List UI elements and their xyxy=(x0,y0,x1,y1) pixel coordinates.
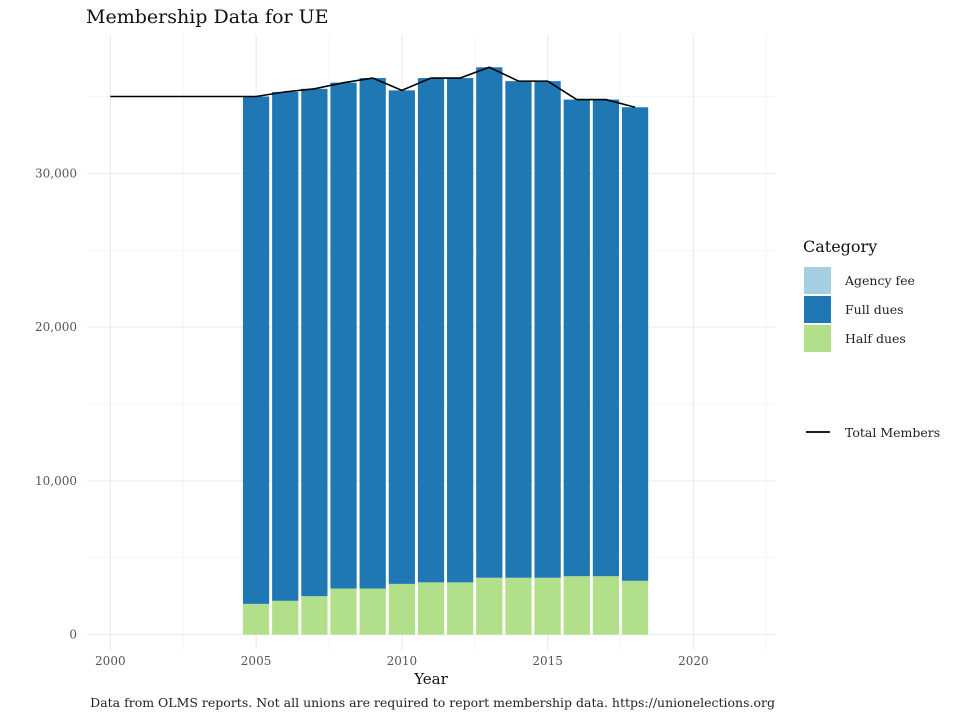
legend-label: Half dues xyxy=(845,331,906,346)
y-tick-label: 0 xyxy=(69,628,77,642)
bar-half-dues-2016 xyxy=(563,576,590,635)
bar-full-dues-2016 xyxy=(563,99,590,577)
bar-full-dues-2015 xyxy=(534,81,561,578)
legend-swatch-half-dues xyxy=(804,325,831,352)
bar-half-dues-2012 xyxy=(447,582,474,635)
x-tick-label: 2005 xyxy=(241,654,272,668)
bar-half-dues-2009 xyxy=(359,588,386,635)
y-tick-label: 10,000 xyxy=(35,474,77,488)
bar-half-dues-2008 xyxy=(330,588,357,635)
bar-half-dues-2017 xyxy=(592,576,620,635)
x-tick-label: 2000 xyxy=(95,654,126,668)
bar-half-dues-2005 xyxy=(242,603,270,635)
x-tick-label: 2010 xyxy=(387,654,418,668)
bar-full-dues-2011 xyxy=(417,78,445,583)
bar-full-dues-2008 xyxy=(330,82,357,589)
legend: Agency fee Full dues Half dues Total Member… xyxy=(804,267,940,440)
x-axis-ticks: 2000 2005 2010 2015 2020 xyxy=(95,654,709,668)
legend-title: Category xyxy=(803,237,877,256)
bar-full-dues-2010 xyxy=(388,90,415,584)
x-tick-label: 2020 xyxy=(678,654,709,668)
bar-half-dues-2007 xyxy=(301,596,328,635)
legend-swatch-full-dues xyxy=(804,296,831,323)
bar-half-dues-2010 xyxy=(388,583,415,635)
bar-half-dues-2006 xyxy=(272,600,299,635)
y-tick-label: 30,000 xyxy=(35,166,77,180)
bar-full-dues-2006 xyxy=(272,91,299,601)
legend-label: Agency fee xyxy=(844,273,915,288)
x-tick-label: 2015 xyxy=(532,654,563,668)
legend-label: Full dues xyxy=(845,302,904,317)
bar-half-dues-2018 xyxy=(621,580,649,635)
y-tick-label: 20,000 xyxy=(35,320,77,334)
caption: Data from OLMS reports. Not all unions a… xyxy=(90,695,775,710)
bar-half-dues-2013 xyxy=(476,577,503,635)
bar-full-dues-2018 xyxy=(621,107,649,581)
y-axis-ticks: 0 10,000 20,000 30,000 xyxy=(35,166,77,641)
bar-half-dues-2015 xyxy=(534,577,561,635)
bar-full-dues-2014 xyxy=(505,81,532,578)
bars xyxy=(242,67,649,635)
bar-half-dues-2014 xyxy=(505,577,532,635)
chart-title: Membership Data for UE xyxy=(86,6,329,28)
bar-half-dues-2011 xyxy=(417,582,445,635)
bar-full-dues-2005 xyxy=(242,96,270,604)
bar-full-dues-2017 xyxy=(592,99,620,577)
bar-full-dues-2009 xyxy=(359,78,386,589)
bar-full-dues-2012 xyxy=(447,78,474,583)
x-axis-title: Year xyxy=(413,670,448,688)
bar-full-dues-2007 xyxy=(301,88,328,597)
total-members-line-group xyxy=(110,66,636,109)
legend-swatch-agency-fee xyxy=(804,267,831,294)
bar-full-dues-2013 xyxy=(476,67,503,578)
legend-label: Total Members xyxy=(845,425,940,440)
total-members-line xyxy=(110,66,636,109)
